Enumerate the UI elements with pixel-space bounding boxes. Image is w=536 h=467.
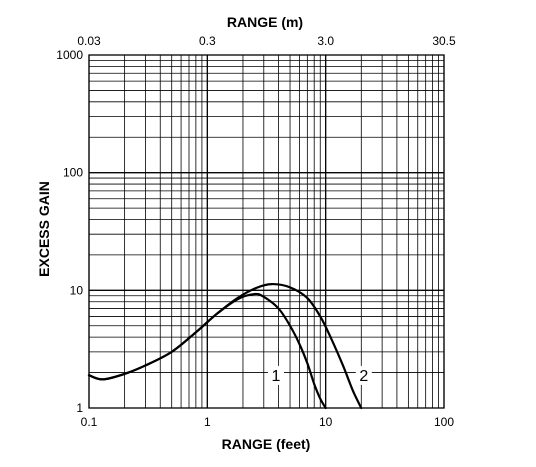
x-tick-label: 10 [319,415,333,429]
x2-tick-label: 3.0 [317,34,334,48]
x2-tick-label: 0.03 [77,34,101,48]
grid [88,54,445,409]
x-tick-label: 1 [204,415,211,429]
x2-tick-label: 30.5 [432,34,456,48]
curve-label-backdrop [355,365,372,385]
y-axis-title: EXCESS GAIN [36,181,52,277]
x-tick-label: 100 [434,415,454,429]
y-tick-label: 1000 [56,48,83,62]
x2-tick-label: 0.3 [199,34,216,48]
y-tick-label: 1 [76,401,83,415]
curve-label-2: 2 [359,368,368,385]
curve-label-backdrop [267,365,284,385]
x2-axis-title: RANGE (m) [227,14,303,30]
curve-label-1: 1 [271,368,280,385]
curve-2 [87,282,363,410]
x-axis-title: RANGE (feet) [222,436,311,452]
x-tick-label: 0.1 [81,415,98,429]
y-tick-label: 10 [70,283,84,297]
y-tick-label: 100 [63,166,83,180]
plot-frame [88,54,445,409]
